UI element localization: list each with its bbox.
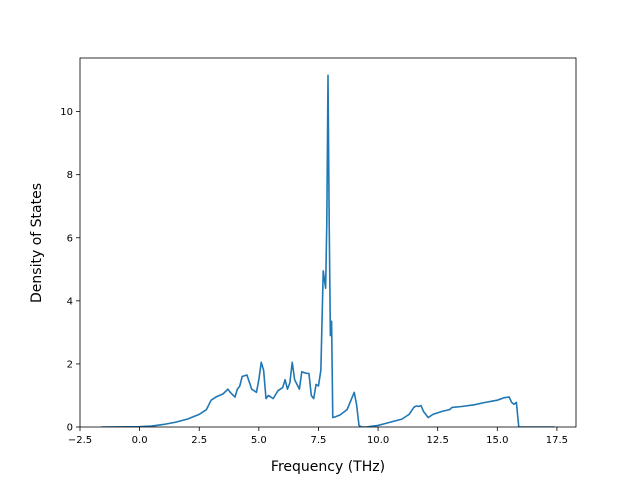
x-tick-label: 17.5 bbox=[546, 435, 568, 446]
y-tick-label: 8 bbox=[67, 170, 73, 181]
y-tick-label: 2 bbox=[67, 359, 73, 370]
y-tick-label: 6 bbox=[67, 233, 73, 244]
x-tick-label: 0.0 bbox=[132, 435, 148, 446]
axes: −2.5 0.0 2.5 5.0 7.5 10.0 12.5 15.0 17.5 0 2 4 6 8 10 bbox=[60, 57, 577, 446]
x-axis-label: Frequency (THz) bbox=[271, 459, 385, 475]
x-tick-label: 5.0 bbox=[251, 435, 267, 446]
x-tick-label: 7.5 bbox=[311, 435, 327, 446]
x-tick-label: 10.0 bbox=[367, 435, 389, 446]
x-tick-label: 15.0 bbox=[486, 435, 508, 446]
plot-frame bbox=[79, 57, 577, 428]
plot-area bbox=[101, 74, 555, 427]
y-tick-label: 10 bbox=[60, 107, 73, 118]
y-tick-label: 0 bbox=[67, 423, 73, 434]
x-tick-label: −2.5 bbox=[68, 435, 92, 446]
y-tick-label: 4 bbox=[67, 296, 73, 307]
dos-series-line-0 bbox=[101, 74, 555, 427]
x-tick-label: 2.5 bbox=[191, 435, 207, 446]
y-axis-label: Density of States bbox=[29, 183, 45, 303]
x-tick-label: 12.5 bbox=[427, 435, 449, 446]
